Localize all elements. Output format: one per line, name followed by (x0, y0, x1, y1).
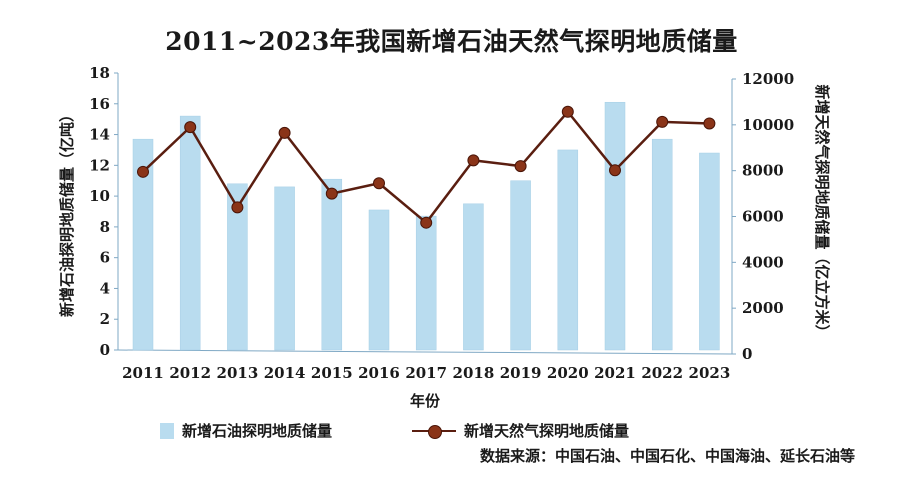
x-tick-label: 2013 (217, 364, 259, 382)
bar-2017 (415, 215, 437, 351)
x-tick-label: 2021 (594, 364, 636, 382)
point-2018 (467, 154, 480, 167)
bar-2021 (604, 101, 626, 351)
point-2012 (184, 121, 197, 134)
x-tick-label: 2023 (689, 364, 731, 382)
bar-2019 (510, 180, 531, 351)
x-tick-label: 2011 (122, 364, 164, 382)
point-2016 (373, 177, 385, 190)
legend: 新增石油探明地质储量 新增天然气探明地质储量 (160, 420, 629, 441)
x-tick-label: 2018 (453, 364, 495, 382)
right-tick-label: 6000 (742, 208, 784, 226)
right-tick-label: 4000 (742, 253, 784, 271)
point-2014 (278, 126, 291, 139)
x-tick-label: 2017 (405, 364, 447, 382)
right-axis-title: 新增天然气探明地质储量（亿立方米） (813, 84, 831, 339)
point-2022 (656, 115, 669, 128)
data-source: 数据来源：中国石油、中国石化、中国海油、延长石油等 (479, 447, 855, 465)
bar-2015 (321, 178, 343, 351)
legend-bar-swatch (160, 422, 174, 439)
bar-2014 (274, 186, 295, 351)
x-tick-label: 2012 (169, 364, 211, 382)
left-tick-label: 4 (100, 279, 110, 297)
right-tick-label: 12000 (742, 70, 794, 88)
left-tick-label: 18 (89, 64, 110, 82)
left-tick-label: 8 (100, 218, 110, 236)
bar-2016 (368, 209, 390, 351)
right-tick-label: 0 (742, 345, 752, 363)
x-tick-label: 2014 (264, 364, 306, 382)
right-tick-label: 8000 (742, 162, 784, 180)
left-tick-label: 12 (89, 156, 110, 174)
x-axis-title: 年份 (410, 392, 441, 410)
point-2011 (137, 165, 149, 178)
chart-title: 2011~2023年我国新增石油天然气探明地质储量 (165, 27, 738, 56)
left-tick-label: 16 (89, 95, 110, 113)
bar-2023 (699, 152, 720, 351)
left-axis-title: 新增石油探明地质储量（亿吨） (58, 107, 76, 317)
point-2015 (325, 187, 338, 200)
x-axis (117, 349, 733, 355)
x-tick-label: 2019 (500, 364, 542, 382)
x-tick-label: 2020 (547, 364, 589, 382)
bar-2018 (463, 203, 484, 351)
right-tick-label: 10000 (742, 116, 794, 134)
left-tick-label: 2 (100, 310, 110, 328)
point-2013 (231, 201, 244, 214)
legend-bar-label: 新增石油探明地质储量 (182, 422, 333, 440)
right-tick-label: 2000 (742, 299, 784, 317)
point-2023 (703, 117, 716, 130)
left-tick-label: 6 (100, 249, 110, 267)
legend-line-swatch (412, 423, 457, 439)
bar-2013 (227, 183, 248, 351)
left-tick-label: 14 (89, 126, 110, 144)
x-tick-label: 2016 (358, 364, 400, 382)
left-tick-label: 10 (89, 187, 110, 205)
bar-2012 (179, 115, 201, 351)
point-2019 (514, 160, 527, 173)
x-tick-label: 2022 (641, 364, 683, 382)
bar-2020 (557, 149, 579, 351)
bar-2022 (651, 138, 673, 351)
bar-2011 (132, 138, 154, 351)
legend-line-label: 新增天然气探明地质储量 (464, 422, 630, 440)
point-2017 (420, 216, 433, 229)
left-tick-label: 0 (100, 341, 110, 359)
point-2021 (609, 164, 621, 177)
x-tick-label: 2015 (311, 364, 353, 382)
point-2020 (561, 105, 574, 118)
